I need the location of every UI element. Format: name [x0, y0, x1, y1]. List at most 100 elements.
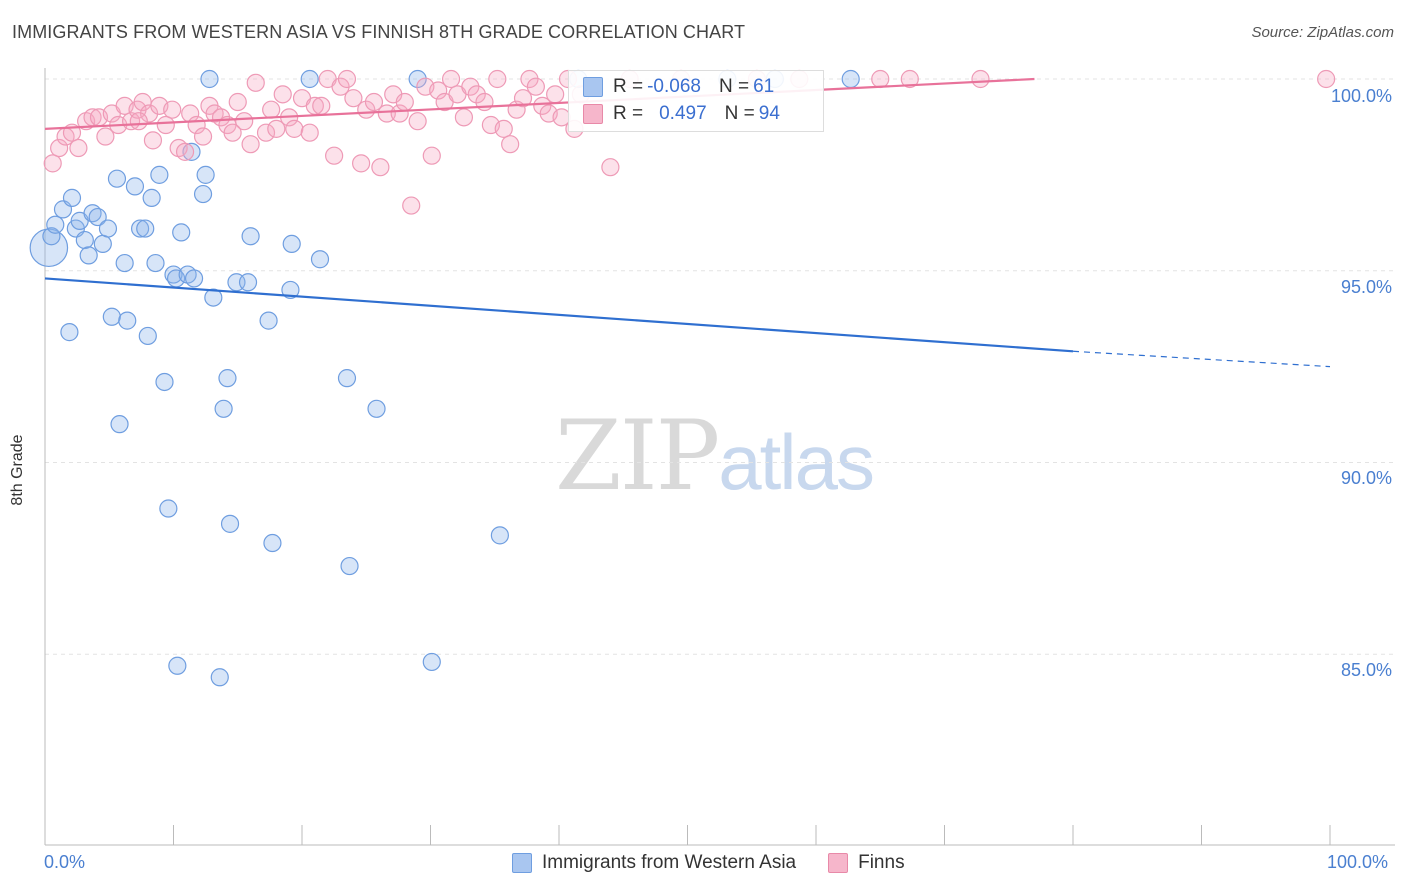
stats-legend: R = -0.068 N = 61 R = 0.497 N = 94: [568, 70, 824, 132]
point-western-asia: [115, 253, 134, 273]
point-finns: [223, 123, 242, 142]
legend-n-label: N =: [718, 76, 750, 97]
legend-r-label: R =: [613, 76, 644, 97]
point-finns: [300, 123, 319, 142]
point-western-asia: [172, 223, 191, 242]
point-western-asia: [93, 234, 112, 254]
point-western-asia: [184, 269, 204, 288]
point-western-asia: [107, 169, 127, 188]
point-finns: [871, 69, 890, 89]
point-finns: [235, 112, 254, 131]
point-western-asia: [422, 652, 441, 672]
point-finns: [69, 138, 88, 158]
point-western-asia: [42, 227, 61, 246]
point-finns: [285, 119, 304, 138]
legend-r-value-pink: 0.497: [659, 103, 707, 124]
point-western-asia: [130, 219, 150, 238]
x-tick-label-min: 0.0%: [44, 852, 86, 872]
point-western-asia: [29, 228, 69, 268]
point-finns: [429, 81, 448, 100]
point-finns: [377, 104, 396, 123]
point-finns: [402, 196, 421, 215]
point-western-asia: [210, 668, 229, 687]
y-tick-label-95: 95.0%: [1340, 277, 1392, 297]
point-western-asia: [841, 69, 860, 89]
legend-row-western-asia: R = -0.068 N = 61: [583, 75, 774, 99]
point-western-asia: [193, 184, 213, 204]
point-western-asia: [282, 234, 301, 254]
point-finns: [241, 135, 260, 154]
point-finns: [441, 69, 461, 89]
legend-swatch-pink: [583, 104, 603, 124]
point-finns: [371, 158, 390, 177]
point-western-asia: [259, 311, 278, 330]
point-finns: [488, 69, 507, 89]
point-western-asia: [168, 656, 187, 675]
series-label-finns: Finns: [858, 852, 905, 873]
point-finns: [139, 104, 159, 123]
legend-swatch-blue: [583, 77, 603, 97]
point-finns: [467, 85, 486, 104]
point-finns: [344, 89, 363, 108]
point-western-asia: [300, 69, 319, 89]
point-finns: [390, 104, 409, 123]
point-finns: [364, 92, 384, 112]
trendline-western-asia: [44, 277, 1074, 353]
point-finns: [325, 146, 344, 165]
point-western-asia: [136, 219, 155, 238]
point-finns: [163, 100, 182, 119]
point-finns: [246, 73, 265, 92]
x-tick-label-max: 100.0%: [1327, 852, 1389, 872]
point-western-asia: [263, 533, 282, 553]
point-western-asia: [125, 177, 145, 196]
point-finns: [312, 96, 331, 115]
series-swatch-blue: [512, 853, 532, 873]
point-western-asia: [200, 69, 219, 89]
point-finns: [43, 154, 62, 173]
point-western-asia: [62, 188, 82, 207]
legend-r-value-blue: -0.068: [647, 76, 701, 97]
point-western-asia: [155, 372, 174, 392]
watermark-zip: ZIP: [555, 400, 720, 512]
point-finns: [273, 85, 292, 104]
point-western-asia: [340, 556, 359, 576]
point-finns: [900, 69, 919, 89]
series-legend-finns[interactable]: Finns: [828, 852, 905, 874]
source-credit: Source: ZipAtlas.com: [1251, 24, 1394, 41]
point-finns: [96, 127, 115, 146]
point-finns: [494, 119, 513, 138]
point-finns: [175, 142, 195, 161]
point-western-asia: [159, 499, 178, 518]
point-finns: [228, 92, 247, 112]
point-western-asia: [310, 250, 330, 269]
point-finns: [971, 69, 990, 89]
point-western-asia: [218, 369, 237, 388]
point-finns: [143, 131, 163, 150]
point-western-asia: [98, 219, 118, 238]
y-tick-label-85: 85.0%: [1340, 660, 1392, 680]
point-western-asia: [138, 326, 157, 346]
point-western-asia: [146, 253, 165, 273]
y-tick-label-90: 90.0%: [1340, 468, 1392, 488]
point-finns: [408, 112, 427, 131]
point-finns: [546, 85, 565, 104]
point-finns: [156, 115, 175, 135]
point-western-asia: [241, 227, 260, 246]
point-finns: [337, 69, 357, 89]
point-western-asia: [75, 230, 94, 250]
legend-n-value-blue: 61: [753, 76, 775, 97]
point-finns: [454, 108, 474, 127]
trendline-finns: [44, 77, 1035, 130]
point-finns: [601, 158, 620, 177]
point-western-asia: [337, 369, 357, 388]
series-label-western-asia: Immigrants from Western Asia: [542, 852, 797, 873]
point-western-asia: [408, 69, 427, 89]
point-finns: [513, 89, 533, 108]
series-legend-western-asia[interactable]: Immigrants from Western Asia: [512, 852, 796, 874]
y-tick-label-100: 100.0%: [1330, 86, 1392, 106]
point-finns: [526, 77, 545, 96]
point-finns: [50, 138, 69, 158]
point-western-asia: [367, 399, 386, 418]
point-finns: [1317, 69, 1336, 89]
